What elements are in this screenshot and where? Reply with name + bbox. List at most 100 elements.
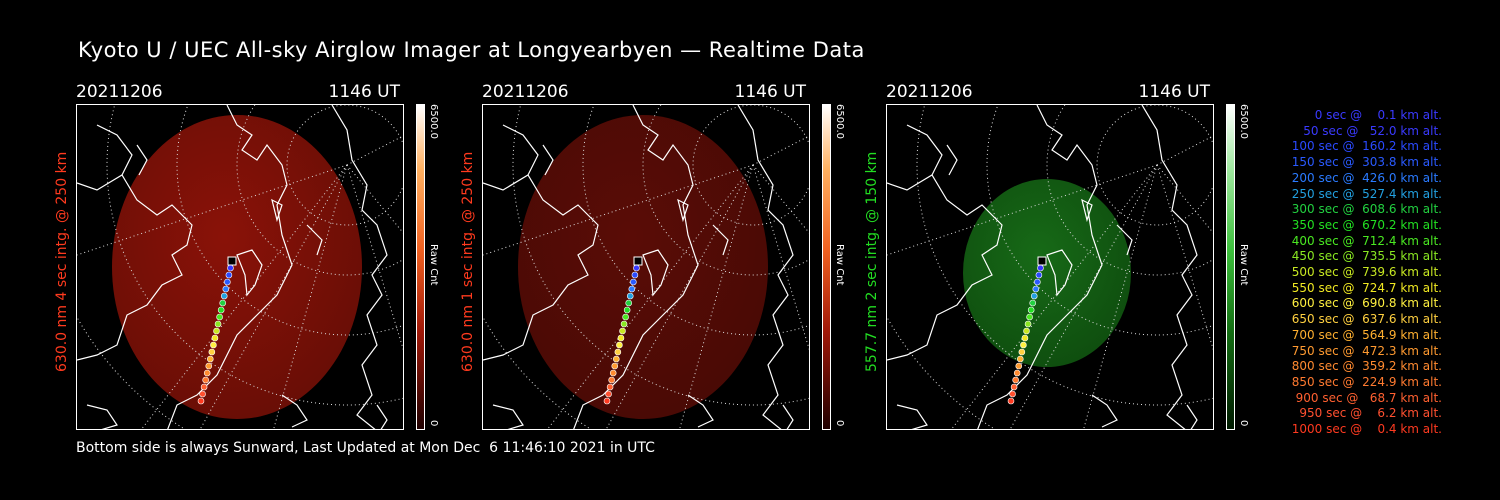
- airglow-panel-1: 20211206 1146 UT 6500.0 Raw Cnt 0: [76, 82, 439, 432]
- trajectory-point: [616, 341, 623, 349]
- airglow-panel-2: 20211206 1146 UT 6500.0 Raw Cnt 0: [482, 82, 845, 432]
- legend-row: 0 sec @ 0.1 km alt.: [1314, 108, 1442, 122]
- rocket-trajectory: [603, 256, 643, 405]
- legend-row: 500 sec @ 739.6 km alt.: [1291, 265, 1442, 280]
- trajectory-point: [211, 334, 219, 342]
- trajectory-point: [225, 271, 233, 279]
- trajectory-point: [611, 362, 619, 370]
- trajectory-point: [200, 383, 208, 391]
- legend-row: 950 sec @ 6.2 km alt.: [1299, 406, 1442, 421]
- allsky-image: [483, 105, 809, 429]
- legend-row: 600 sec @ 690.8 km alt.: [1291, 296, 1442, 311]
- coastline-map: [887, 105, 1198, 429]
- panel-time: 1146 UT: [734, 82, 807, 102]
- panel-time: 1146 UT: [328, 82, 401, 102]
- trajectory-point: [1013, 369, 1021, 377]
- colorbar-max: 6500.0: [1238, 104, 1249, 139]
- trajectory-legend: 0 sec @ 0.1 km alt. 50 sec @ 52.0 km alt.…: [1262, 108, 1442, 438]
- trajectory-point: [614, 348, 622, 356]
- trajectory-point: [197, 397, 205, 405]
- legend-row: 750 sec @ 472.3 km alt.: [1291, 343, 1442, 358]
- panel-date: 20211206: [482, 82, 569, 102]
- colorbar: [416, 104, 425, 430]
- trajectory-point: [603, 397, 611, 405]
- trajectory-point: [203, 369, 211, 377]
- trajectory-point: [625, 299, 632, 307]
- legend-row: 200 sec @ 426.0 km alt.: [1291, 170, 1442, 185]
- trajectory-point: [608, 376, 615, 384]
- colorbar-unit: Raw Cnt: [834, 244, 845, 286]
- trajectory-point: [1023, 327, 1030, 335]
- colorbar-unit: Raw Cnt: [428, 244, 439, 286]
- legend-row: 400 sec @ 712.4 km alt.: [1291, 233, 1442, 248]
- legend-row: 850 sec @ 224.9 km alt.: [1291, 374, 1442, 389]
- trajectory-point: [609, 369, 617, 377]
- trajectory-point: [222, 285, 230, 293]
- coastline-map: [77, 105, 388, 429]
- footer-note: Bottom side is always Sunward, Last Upda…: [76, 440, 655, 456]
- legend-row: 900 sec @ 68.7 km alt.: [1295, 390, 1442, 405]
- trajectory-point: [1034, 278, 1041, 286]
- trajectory-point: [210, 341, 217, 349]
- airglow-image-disk: [963, 179, 1131, 367]
- trajectory-point: [1012, 376, 1019, 384]
- panel-date: 20211206: [886, 82, 973, 102]
- trajectory-point: [1030, 292, 1038, 300]
- colorbar: [822, 104, 831, 430]
- coastline-map: [483, 105, 794, 429]
- page-title: Kyoto U / UEC All-sky Airglow Imager at …: [78, 38, 865, 62]
- trajectory-point: [1027, 306, 1035, 314]
- trajectory-point: [619, 327, 626, 335]
- trajectory-point: [1032, 285, 1040, 293]
- trajectory-point: [1015, 362, 1023, 370]
- trajectory-point: [628, 285, 636, 293]
- colorbar-min: 0: [1238, 420, 1249, 427]
- colorbar-max: 6500.0: [428, 104, 439, 139]
- trajectory-point: [1037, 264, 1044, 272]
- colorbar-min: 0: [834, 420, 845, 427]
- allsky-image-frame[interactable]: [886, 104, 1214, 430]
- trajectory-point: [202, 376, 209, 384]
- legend-row: 650 sec @ 637.6 km alt.: [1291, 312, 1442, 327]
- trajectory-point: [224, 278, 231, 286]
- airglow-image-disk: [112, 115, 362, 419]
- legend-row: 50 sec @ 52.0 km alt.: [1303, 123, 1442, 138]
- trajectory-point: [1021, 334, 1029, 342]
- trajectory-point: [207, 355, 214, 363]
- colorbar-max: 6500.0: [834, 104, 845, 139]
- allsky-image: [77, 105, 403, 429]
- trajectory-point: [214, 320, 222, 328]
- trajectory-point: [1009, 390, 1016, 398]
- rocket-trajectory: [197, 256, 237, 405]
- trajectory-point: [1024, 320, 1032, 328]
- colorbar: [1226, 104, 1235, 430]
- legend-row: 250 sec @ 527.4 km alt.: [1291, 186, 1442, 201]
- legend-row: 1000 sec @ 0.4 km alt.: [1291, 422, 1442, 437]
- trajectory-point: [227, 264, 234, 272]
- trajectory-point: [623, 306, 631, 314]
- panel-ylabel: 630.0 nm 4 sec intg. @ 250 km: [54, 151, 70, 372]
- legend-row: 300 sec @ 608.6 km alt.: [1291, 202, 1442, 217]
- allsky-image-frame[interactable]: [482, 104, 810, 430]
- colorbar-unit: Raw Cnt: [1238, 244, 1249, 286]
- latlon-grid: [483, 105, 809, 429]
- legend-row: 550 sec @ 724.7 km alt.: [1291, 280, 1442, 295]
- allsky-image-frame[interactable]: [76, 104, 404, 430]
- trajectory-point: [620, 320, 628, 328]
- legend-row: 800 sec @ 359.2 km alt.: [1291, 359, 1442, 374]
- trajectory-point: [205, 362, 213, 370]
- trajectory-point: [1010, 383, 1018, 391]
- panel-date: 20211206: [76, 82, 163, 102]
- trajectory-point: [1029, 299, 1036, 307]
- panel-ylabel: 630.0 nm 1 sec intg. @ 250 km: [460, 151, 476, 372]
- trajectory-point: [220, 292, 228, 300]
- trajectory-point: [605, 390, 612, 398]
- trajectory-point: [208, 348, 216, 356]
- trajectory-point: [213, 327, 220, 335]
- launch-site-marker: [227, 256, 237, 266]
- legend-row: 700 sec @ 564.9 km alt.: [1291, 327, 1442, 342]
- legend-row: 150 sec @ 303.8 km alt.: [1291, 155, 1442, 170]
- trajectory-point: [630, 278, 637, 286]
- airglow-panel-3: 20211206 1146 UT 6500.0 Raw Cnt 0: [886, 82, 1249, 432]
- launch-site-marker: [1037, 256, 1047, 266]
